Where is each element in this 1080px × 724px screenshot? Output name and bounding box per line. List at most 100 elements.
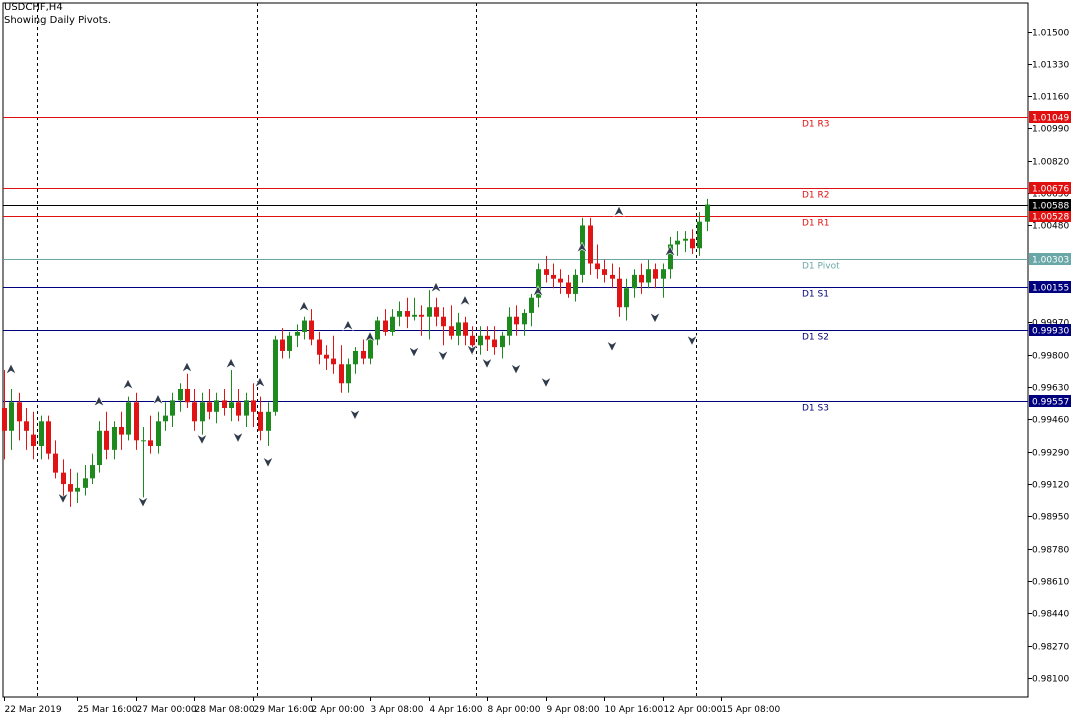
price-tick-label: 1.01160 xyxy=(1032,93,1069,103)
fractal-up-arrow xyxy=(93,395,105,408)
candle-bullish xyxy=(200,402,205,422)
indicator-label: Showing Daily Pivots. xyxy=(4,15,112,26)
time-tick-label: 15 Apr 08:00 xyxy=(722,705,781,715)
pivot-level-name: D1 R3 xyxy=(802,120,830,130)
candle-bullish xyxy=(632,274,637,289)
day-separators xyxy=(37,3,697,697)
candle-bullish xyxy=(427,307,432,317)
candle-bullish xyxy=(163,415,168,422)
fractal-down-arrow xyxy=(437,349,449,362)
candle-bearish xyxy=(492,339,497,348)
candle-bearish xyxy=(104,430,109,450)
price-tick-label: 1.00990 xyxy=(1032,125,1069,135)
candle-bearish xyxy=(148,440,153,447)
price-tick-label: 0.98440 xyxy=(1032,610,1069,620)
time-tick-label: 28 Mar 08:00 xyxy=(195,705,255,715)
candle-bearish xyxy=(46,421,51,454)
candle-bearish xyxy=(324,354,329,359)
fractal-up-arrow xyxy=(430,281,442,293)
candle-bullish xyxy=(302,320,307,332)
price-tick-label: 0.98100 xyxy=(1032,675,1069,685)
current-price-label-bg xyxy=(1029,199,1071,211)
price-tick-label: 0.99970 xyxy=(1032,319,1069,329)
pivot-level-name: D1 R2 xyxy=(802,191,830,201)
candle-bearish xyxy=(551,274,556,279)
price-axis: 1.01500 1.01330 1.01160 1.00990 1.00820 1.006… xyxy=(1028,29,1069,685)
candle-bullish xyxy=(397,311,402,317)
candle-bullish xyxy=(273,339,278,412)
candle-bullish xyxy=(705,204,710,222)
candle-bearish xyxy=(309,320,314,340)
pivot-price-label: 1.00676 xyxy=(1032,185,1069,195)
fractal-up-arrow xyxy=(342,319,354,332)
candle-bearish xyxy=(331,358,336,365)
fractal-down-arrow xyxy=(540,376,552,389)
candle-bearish xyxy=(405,311,410,317)
time-tick-label: 9 Apr 08:00 xyxy=(547,705,600,715)
candle-bearish xyxy=(558,278,563,283)
candle-bearish xyxy=(68,484,73,492)
fractal-up-arrow xyxy=(152,393,164,406)
candle-bearish xyxy=(134,402,139,441)
candle-bullish xyxy=(178,388,183,401)
candle-bullish xyxy=(668,244,673,270)
candle-bullish xyxy=(346,364,351,384)
pivot-price-label-bg xyxy=(1029,182,1071,194)
candle-bullish xyxy=(412,314,417,317)
candle-bullish xyxy=(9,402,14,431)
candle-bullish xyxy=(675,240,680,245)
candle-bearish xyxy=(449,326,454,336)
pivot-price-label-bg xyxy=(1029,281,1071,293)
fractal-down-arrow xyxy=(408,346,420,358)
pivot-levels: D1 R3 D1 R2 D1 R1 D1 Pivot D1 S1 D1 S2 D1 S3 xyxy=(3,117,1028,414)
candle-bearish xyxy=(361,350,366,359)
fractal-down-arrow xyxy=(481,357,493,370)
pivot-price-label-bg xyxy=(1029,210,1071,222)
candle-bearish xyxy=(639,274,644,283)
fractal-up-arrow xyxy=(613,205,625,217)
plot-frame xyxy=(2,2,1029,698)
price-tick-label: 1.01500 xyxy=(1032,29,1069,39)
fractal-up-arrow xyxy=(5,363,17,375)
pivot-level-name: D1 S2 xyxy=(802,333,829,343)
candle-bullish xyxy=(39,421,44,447)
fractal-down-arrow xyxy=(232,431,244,444)
candle-bearish xyxy=(251,400,256,412)
fractal-up-arrow xyxy=(254,376,266,389)
candle-bearish xyxy=(617,278,622,308)
candle-bearish xyxy=(236,402,241,416)
candle-bullish xyxy=(624,288,629,308)
price-tick-label: 0.98270 xyxy=(1032,643,1069,653)
candle-bullish xyxy=(500,335,505,348)
fractal-up-arrow xyxy=(459,294,471,307)
candle-bearish xyxy=(17,402,22,422)
candle-bullish xyxy=(295,331,300,336)
fractal-up-arrow xyxy=(181,361,193,373)
price-tick-label: 1.00480 xyxy=(1032,222,1069,232)
fractal-down-arrow xyxy=(57,492,69,505)
price-tick-label: 0.99460 xyxy=(1032,416,1069,426)
candle-bearish xyxy=(544,269,549,275)
price-tick-label: 0.99290 xyxy=(1032,449,1069,459)
candle-bullish xyxy=(456,322,461,336)
candle-bullish xyxy=(75,487,80,492)
time-tick-label: 27 Mar 00:00 xyxy=(137,705,197,715)
price-tick-label: 0.98950 xyxy=(1032,513,1069,523)
fractal-down-arrow xyxy=(510,363,522,375)
price-tick-label: 0.98780 xyxy=(1032,546,1069,556)
current-price-label: 1.00588 xyxy=(1032,202,1069,212)
candle-bearish xyxy=(653,269,658,279)
pivot-price-label-bg xyxy=(1029,253,1071,265)
symbol-timeframe-label: USDCHF,H4 xyxy=(4,2,63,13)
price-tick-label: 1.00820 xyxy=(1032,158,1069,168)
time-tick-label: 22 Mar 2019 xyxy=(5,705,62,715)
pivot-price-label: 1.00303 xyxy=(1032,256,1069,266)
candle-bullish xyxy=(112,427,117,450)
candle-bearish xyxy=(24,421,29,431)
candle-bearish xyxy=(588,225,593,264)
candle-bullish xyxy=(97,430,102,466)
candle-bearish xyxy=(690,238,695,249)
fractal-down-arrow xyxy=(466,344,478,356)
pivot-price-label: 0.99557 xyxy=(1032,398,1069,408)
